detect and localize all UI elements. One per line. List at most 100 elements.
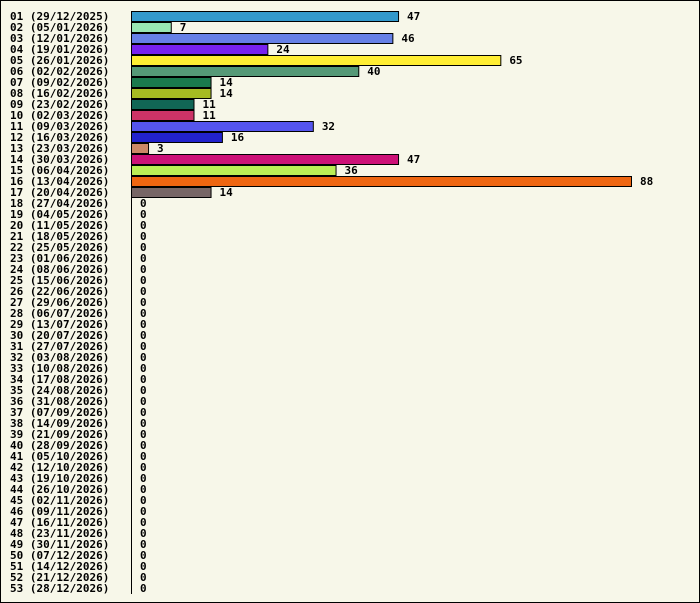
category-label: 43 (19/10/2026) bbox=[10, 472, 109, 485]
value-label: 14 bbox=[220, 87, 234, 100]
category-label: 40 (28/09/2026) bbox=[10, 439, 109, 452]
category-label: 26 (22/06/2026) bbox=[10, 285, 109, 298]
category-label: 12 (16/03/2026) bbox=[10, 131, 109, 144]
value-label: 11 bbox=[203, 109, 217, 122]
value-label: 0 bbox=[140, 208, 147, 221]
bar bbox=[131, 176, 632, 187]
value-label: 14 bbox=[220, 76, 234, 89]
category-label: 17 (20/04/2026) bbox=[10, 186, 109, 199]
bar bbox=[131, 88, 212, 99]
value-label: 0 bbox=[140, 263, 147, 276]
value-label: 0 bbox=[140, 582, 147, 595]
category-label: 33 (10/08/2026) bbox=[10, 362, 109, 375]
category-label: 36 (31/08/2026) bbox=[10, 395, 109, 408]
bar bbox=[131, 77, 212, 88]
category-label: 10 (02/03/2026) bbox=[10, 109, 109, 122]
value-label: 47 bbox=[407, 10, 420, 23]
value-label: 0 bbox=[140, 384, 147, 397]
category-label: 05 (26/01/2026) bbox=[10, 54, 109, 67]
value-label: 88 bbox=[640, 175, 653, 188]
category-label: 45 (02/11/2026) bbox=[10, 494, 109, 507]
value-label: 0 bbox=[140, 439, 147, 452]
category-label: 44 (26/10/2026) bbox=[10, 483, 109, 496]
value-label: 0 bbox=[140, 274, 147, 287]
category-label: 30 (20/07/2026) bbox=[10, 329, 109, 342]
category-label: 20 (11/05/2026) bbox=[10, 219, 109, 232]
value-label: 7 bbox=[180, 21, 187, 34]
value-label: 40 bbox=[367, 65, 380, 78]
value-label: 0 bbox=[140, 527, 147, 540]
value-label: 11 bbox=[203, 98, 217, 111]
bar bbox=[131, 165, 337, 176]
category-label: 32 (03/08/2026) bbox=[10, 351, 109, 364]
value-label: 0 bbox=[140, 560, 147, 573]
category-label: 37 (07/09/2026) bbox=[10, 406, 109, 419]
value-label: 65 bbox=[509, 54, 522, 67]
value-label: 14 bbox=[220, 186, 234, 199]
value-label: 0 bbox=[140, 318, 147, 331]
value-label: 3 bbox=[157, 142, 164, 155]
bar bbox=[131, 143, 150, 154]
value-label: 0 bbox=[140, 329, 147, 342]
category-label: 41 (05/10/2026) bbox=[10, 450, 109, 463]
category-label: 18 (27/04/2026) bbox=[10, 197, 109, 210]
bar bbox=[131, 110, 195, 121]
category-label: 01 (29/12/2025) bbox=[10, 10, 109, 23]
bar bbox=[131, 33, 394, 44]
category-label: 02 (05/01/2026) bbox=[10, 21, 109, 34]
bar bbox=[131, 11, 400, 22]
category-label: 27 (29/06/2026) bbox=[10, 296, 109, 309]
category-label: 25 (15/06/2026) bbox=[10, 274, 109, 287]
category-label: 51 (14/12/2026) bbox=[10, 560, 109, 573]
bar bbox=[131, 22, 172, 33]
value-label: 24 bbox=[276, 43, 290, 56]
value-label: 0 bbox=[140, 450, 147, 463]
category-label: 49 (30/11/2026) bbox=[10, 538, 109, 551]
category-label: 04 (19/01/2026) bbox=[10, 43, 109, 56]
bar bbox=[131, 154, 400, 165]
bar bbox=[131, 121, 314, 132]
category-label: 08 (16/02/2026) bbox=[10, 87, 109, 100]
category-label: 21 (18/05/2026) bbox=[10, 230, 109, 243]
value-label: 0 bbox=[140, 472, 147, 485]
category-label: 16 (13/04/2026) bbox=[10, 175, 109, 188]
category-label: 11 (09/03/2026) bbox=[10, 120, 109, 133]
value-label: 0 bbox=[140, 461, 147, 474]
category-label: 38 (14/09/2026) bbox=[10, 417, 109, 430]
value-label: 0 bbox=[140, 516, 147, 529]
category-label: 53 (28/12/2026) bbox=[10, 582, 109, 595]
category-label: 23 (01/06/2026) bbox=[10, 252, 109, 265]
category-label: 24 (08/06/2026) bbox=[10, 263, 109, 276]
value-label: 16 bbox=[231, 131, 245, 144]
value-label: 0 bbox=[140, 538, 147, 551]
value-label: 0 bbox=[140, 549, 147, 562]
value-label: 0 bbox=[140, 351, 147, 364]
value-label: 0 bbox=[140, 406, 147, 419]
category-label: 39 (21/09/2026) bbox=[10, 428, 109, 441]
category-label: 06 (02/02/2026) bbox=[10, 65, 109, 78]
value-label: 0 bbox=[140, 571, 147, 584]
value-label: 0 bbox=[140, 373, 147, 386]
value-label: 32 bbox=[322, 120, 335, 133]
category-label: 13 (23/03/2026) bbox=[10, 142, 109, 155]
value-label: 0 bbox=[140, 197, 147, 210]
bar bbox=[131, 132, 223, 143]
category-label: 29 (13/07/2026) bbox=[10, 318, 109, 331]
value-label: 0 bbox=[140, 428, 147, 441]
category-label: 15 (06/04/2026) bbox=[10, 164, 109, 177]
category-label: 31 (27/07/2026) bbox=[10, 340, 109, 353]
bar bbox=[131, 187, 212, 198]
bar bbox=[131, 55, 502, 66]
value-label: 0 bbox=[140, 483, 147, 496]
value-label: 0 bbox=[140, 219, 147, 232]
category-label: 19 (04/05/2026) bbox=[10, 208, 109, 221]
category-label: 48 (23/11/2026) bbox=[10, 527, 109, 540]
value-label: 0 bbox=[140, 362, 147, 375]
value-label: 0 bbox=[140, 505, 147, 518]
value-label: 0 bbox=[140, 417, 147, 430]
bar bbox=[131, 44, 269, 55]
category-label: 09 (23/02/2026) bbox=[10, 98, 109, 111]
category-label: 14 (30/03/2026) bbox=[10, 153, 109, 166]
